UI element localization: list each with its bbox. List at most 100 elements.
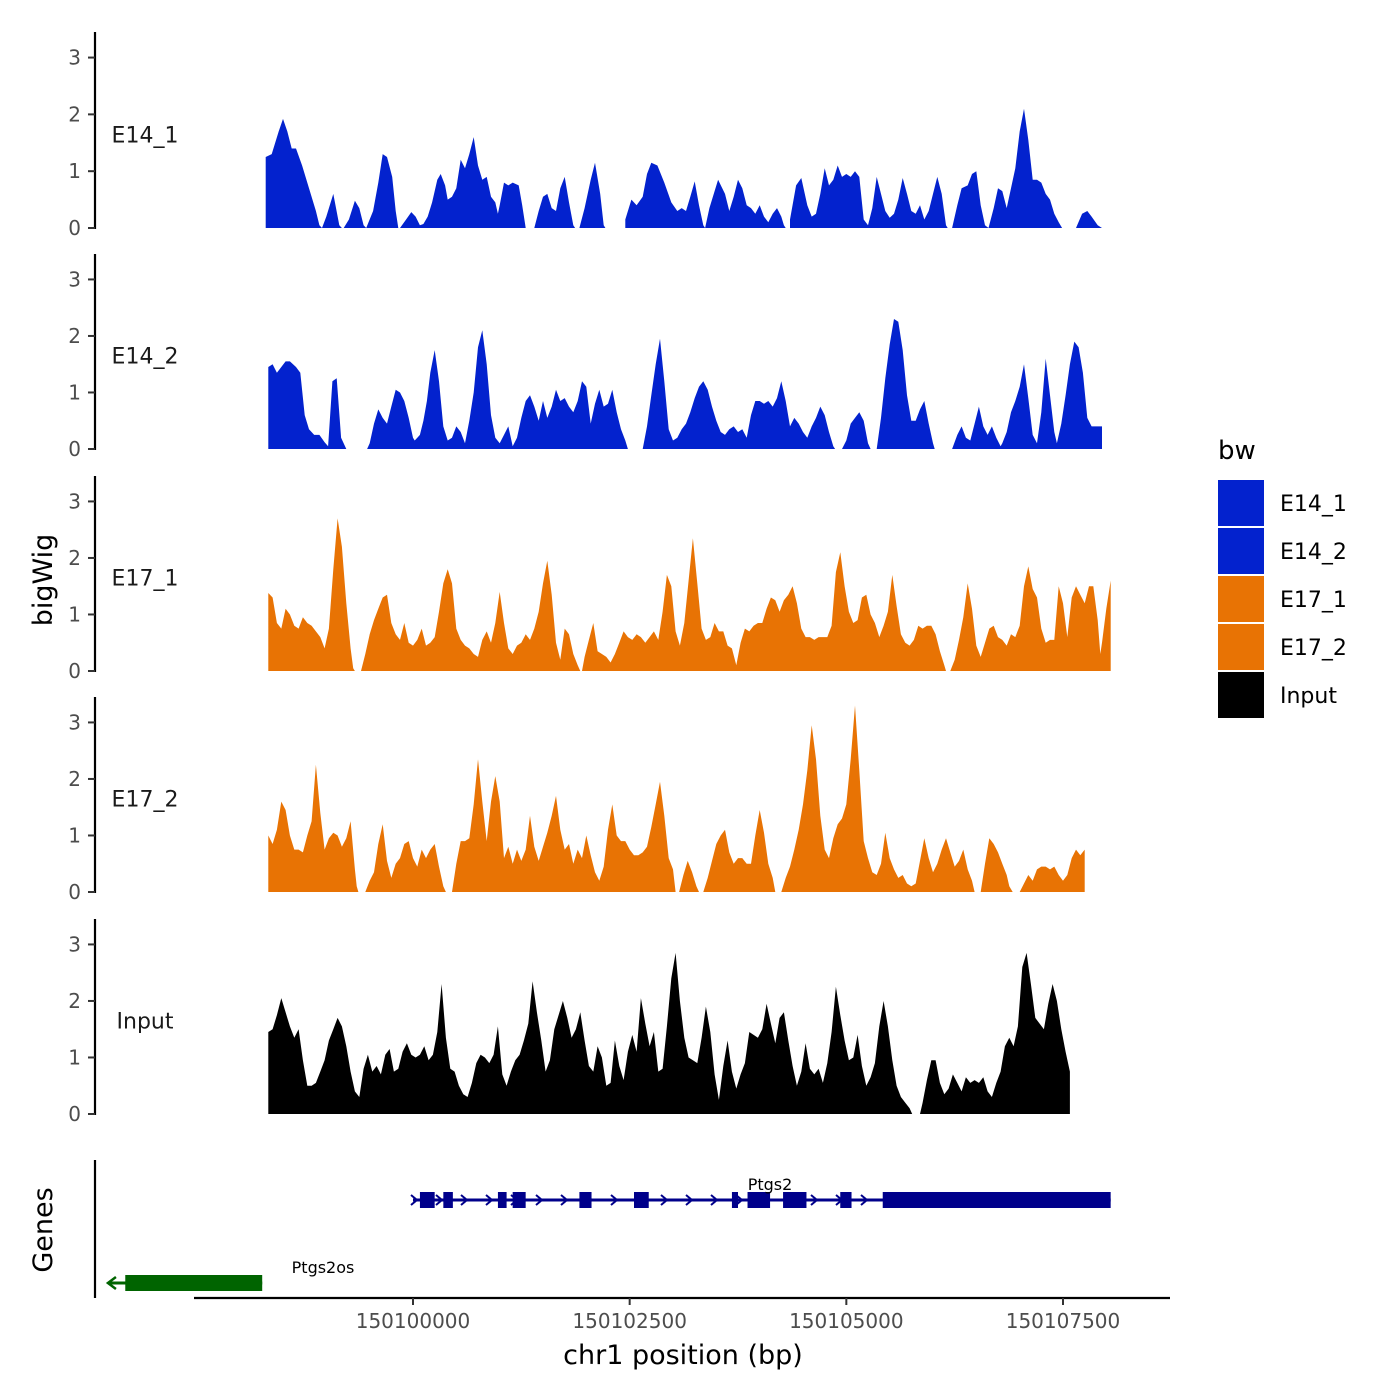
- area-e17_1: [268, 518, 1111, 671]
- panel-e17_1: 0 1 2 3 E17_1: [68, 476, 1111, 683]
- legend-label: E17_2: [1280, 636, 1347, 661]
- y-tick-label: 2: [68, 767, 81, 791]
- panel-input: 0 1 2 3 Input: [68, 919, 1070, 1126]
- exon: [731, 1192, 738, 1208]
- y-tick-label: 1: [68, 823, 81, 847]
- y-tick-label: 3: [68, 46, 81, 70]
- gene-ptgs2: Ptgs2: [410, 1175, 1111, 1208]
- strand-arrow: [435, 1194, 444, 1206]
- exon: [783, 1192, 807, 1208]
- panel-label: E14_1: [112, 123, 179, 148]
- gene-label: Ptgs2os: [292, 1258, 355, 1277]
- strand-arrow: [410, 1194, 419, 1206]
- legend-label: E14_2: [1280, 540, 1347, 565]
- panel-label: Input: [117, 1010, 174, 1035]
- y-tick-label: 2: [68, 102, 81, 126]
- strand-arrow: [610, 1194, 619, 1206]
- y-tick-label: 0: [68, 1102, 81, 1126]
- x-axis-title: chr1 position (bp): [563, 1340, 803, 1371]
- gene-ptgs2os: Ptgs2os: [105, 1258, 355, 1291]
- panel-label: E17_2: [112, 788, 179, 813]
- strand-arrow: [510, 1194, 519, 1206]
- x-tick-label: 150100000: [356, 1309, 471, 1333]
- strand-arrow: [710, 1194, 719, 1206]
- strand-arrow: [1035, 1194, 1044, 1206]
- legend-item: E14_2: [1218, 528, 1347, 574]
- strand-arrow: [910, 1194, 919, 1206]
- legend-item: E17_2: [1218, 624, 1347, 670]
- panel-label: E14_2: [112, 345, 179, 370]
- strand-arrow: [735, 1194, 744, 1206]
- panel-e14_1: 0 1 2 3 E14_1: [68, 32, 1102, 240]
- y-tick-label: 3: [68, 489, 81, 513]
- exon: [443, 1192, 453, 1208]
- strand-arrow: [785, 1194, 794, 1206]
- legend-swatch: [1218, 576, 1264, 622]
- strand-arrow: [460, 1194, 469, 1206]
- y-tick-label: 0: [68, 216, 81, 240]
- y-tick-label: 1: [68, 159, 81, 183]
- legend-swatch: [1218, 672, 1264, 718]
- strand-arrow: [1010, 1194, 1019, 1206]
- y-tick-label: 3: [68, 932, 81, 956]
- y-tick-label: 0: [68, 437, 81, 461]
- exon: [882, 1192, 1111, 1208]
- area-e17_2: [268, 705, 1085, 892]
- legend-item: Input: [1218, 672, 1337, 718]
- y-axis-title: bigWig: [28, 534, 59, 627]
- y-tick-label: 3: [68, 710, 81, 734]
- strand-arrow: [635, 1194, 644, 1206]
- strand-arrow: [660, 1194, 669, 1206]
- x-tick-label: 150107500: [1006, 1309, 1121, 1333]
- legend: bw E14_1 E14_2 E17_1 E17_2 Input: [1218, 436, 1347, 718]
- exon: [125, 1275, 263, 1291]
- track-panels: 0 1 2 3 E14_1 0 1 2 3 E14_2 0 1 2 3 E17_1 0 1 2 3 E17_2 0 1 2 3…: [68, 32, 1111, 1126]
- legend-label: E17_1: [1280, 588, 1347, 613]
- strand-arrow: [105, 1276, 117, 1290]
- exon: [579, 1192, 592, 1208]
- exon: [747, 1192, 771, 1208]
- x-tick-label: 150102500: [572, 1309, 687, 1333]
- y-tick-label: 2: [68, 989, 81, 1013]
- strand-arrow: [860, 1194, 869, 1206]
- strand-arrow: [485, 1194, 494, 1206]
- y-tick-label: 3: [68, 267, 81, 291]
- genes-axis-title: Genes: [28, 1187, 59, 1272]
- strand-arrow: [985, 1194, 994, 1206]
- strand-arrow: [560, 1194, 569, 1206]
- y-tick-label: 2: [68, 324, 81, 348]
- strand-arrow: [810, 1194, 819, 1206]
- y-tick-label: 0: [68, 659, 81, 683]
- legend-swatch: [1218, 528, 1264, 574]
- gene-label: Ptgs2: [748, 1175, 793, 1194]
- legend-label: Input: [1280, 684, 1337, 709]
- strand-arrow: [835, 1194, 844, 1206]
- legend-item: E14_1: [1218, 480, 1347, 526]
- exon: [419, 1192, 435, 1208]
- area-e14_1: [265, 108, 1102, 228]
- panel-e17_2: 0 1 2 3 E17_2: [68, 697, 1085, 904]
- y-tick-label: 0: [68, 880, 81, 904]
- strand-arrow: [535, 1194, 544, 1206]
- y-tick-label: 1: [68, 602, 81, 626]
- strand-arrow: [935, 1194, 944, 1206]
- y-tick-label: 1: [68, 1045, 81, 1069]
- area-input: [268, 952, 1070, 1114]
- legend-label: E14_1: [1280, 492, 1347, 517]
- x-axis: 150100000 150102500 150105000 150107500: [194, 1296, 1170, 1333]
- strand-arrow: [1085, 1194, 1094, 1206]
- strand-arrow: [960, 1194, 969, 1206]
- area-e14_2: [268, 319, 1102, 449]
- panel-e14_2: 0 1 2 3 E14_2: [68, 254, 1102, 461]
- strand-arrow: [885, 1194, 894, 1206]
- exon: [512, 1192, 526, 1208]
- strand-arrow: [1060, 1194, 1069, 1206]
- exon: [497, 1192, 507, 1208]
- panel-label: E17_1: [112, 567, 179, 592]
- legend-swatch: [1218, 480, 1264, 526]
- x-tick-label: 150105000: [789, 1309, 904, 1333]
- strand-arrow: [685, 1194, 694, 1206]
- legend-swatch: [1218, 624, 1264, 670]
